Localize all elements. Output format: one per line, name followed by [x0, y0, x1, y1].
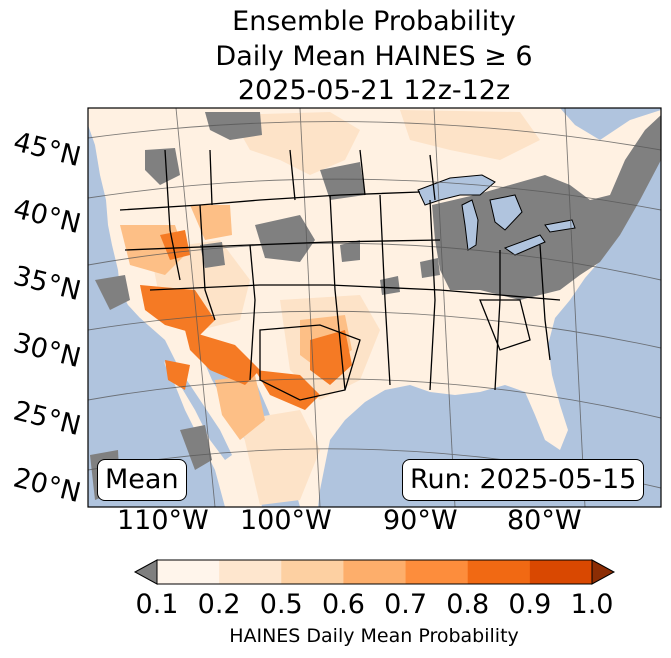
longitude-label: 100°W: [240, 505, 332, 536]
colorbar-tick: 0.7: [384, 589, 428, 620]
longitude-label: 80°W: [507, 505, 582, 536]
title-line-2: Daily Mean HAINES ≥ 6: [215, 41, 533, 72]
colorbar-tick: 0.8: [446, 589, 490, 620]
title-line-3: 2025-05-21 12z-12z: [237, 75, 511, 106]
great-lakes: [417, 174, 576, 256]
mean-badge: Mean: [97, 459, 187, 501]
title-line-1: Ensemble Probability: [232, 6, 516, 37]
colorbar-bin: [281, 560, 344, 584]
graticule: [88, 108, 661, 507]
longitude-label: 110°W: [117, 505, 209, 536]
map-frame: [87, 107, 662, 508]
colorbar-under-arrow: [133, 559, 158, 585]
colorbar-over-arrow: [591, 559, 616, 585]
colorbar-bin: [157, 560, 220, 584]
colorbar-bin: [529, 560, 593, 584]
colorbar-tick: 0.6: [321, 589, 365, 620]
longitude-label: 90°W: [383, 505, 458, 536]
colorbar-tick: 0.5: [259, 589, 303, 620]
colorbar: [133, 559, 616, 585]
run-date-badge: Run: 2025-05-15: [402, 459, 645, 501]
probability-light: [150, 110, 540, 505]
colorbar-tick: 0.9: [508, 589, 552, 620]
gulf-of-california: [140, 318, 232, 460]
colorbar-bin: [343, 560, 407, 584]
colorbar-bin: [467, 560, 531, 584]
colorbar-tick: 0.1: [135, 589, 179, 620]
colorbar-label: HAINES Daily Mean Probability: [229, 625, 519, 647]
colorbar-tick: 1.0: [570, 589, 614, 620]
colorbar-bin: [219, 560, 282, 584]
state-borders: [119, 149, 561, 401]
colorbar-bin: [405, 560, 469, 584]
colorbar-tick: 0.2: [197, 589, 241, 620]
